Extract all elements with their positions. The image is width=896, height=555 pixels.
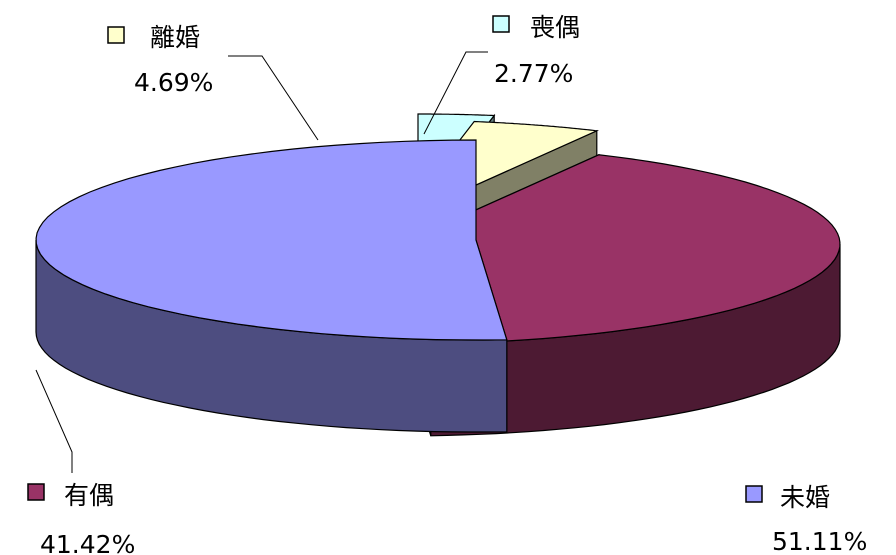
slice-top-0 [35,139,508,341]
value-label-1: 41.42% [40,530,135,555]
leader-line-1 [35,369,73,473]
slice-label-1: 有偶 41.42% [27,481,135,555]
value-label-3: 2.77% [494,59,573,88]
labels-group: 未婚 51.11% 有偶 41.42% 離婚 4.69% 喪偶 2.77% [27,13,867,555]
legend-swatch-2 [107,26,125,44]
category-label-2: 離婚 [150,23,200,52]
value-label-0: 51.11% [772,527,867,555]
legend-swatch-3 [492,15,510,33]
slices-group [35,113,841,437]
category-label-1: 有偶 [64,481,114,510]
slice-top-1 [399,154,841,345]
legend-swatch-0 [745,485,763,503]
category-label-3: 喪偶 [530,13,580,42]
leader-line-3 [423,51,488,135]
slice-label-2: 離婚 4.69% [107,23,213,97]
value-label-2: 4.69% [134,68,213,97]
legend-swatch-1 [27,483,45,501]
slice-label-3: 喪偶 2.77% [492,13,580,88]
slice-label-0: 未婚 51.11% [745,483,867,555]
category-label-0: 未婚 [780,483,830,512]
leader-lines-group [35,51,488,473]
pie-slice-0 [35,139,508,433]
leader-line-2 [228,55,319,141]
